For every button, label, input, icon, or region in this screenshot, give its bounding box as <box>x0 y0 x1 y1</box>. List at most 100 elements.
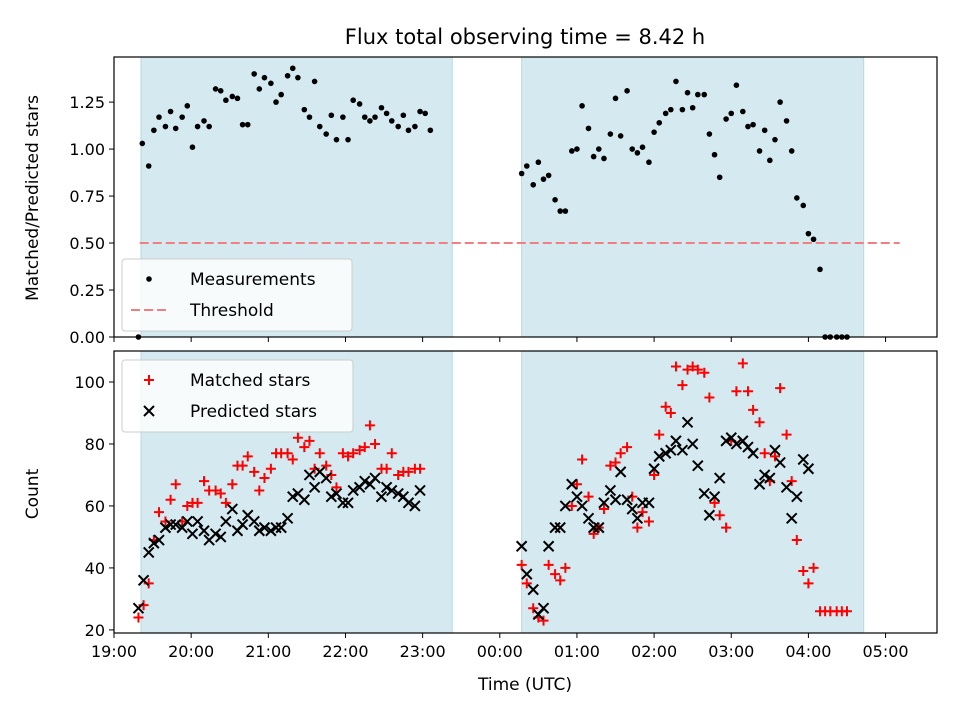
predicted-star-point <box>515 540 528 552</box>
predicted-star-point <box>559 500 572 512</box>
matched-star-point <box>227 479 238 490</box>
measurement-point <box>777 99 783 105</box>
matched-star-point <box>381 463 392 474</box>
measurement-point <box>417 108 423 115</box>
measurement-point <box>345 136 351 143</box>
predicted-star-point <box>785 512 798 525</box>
measurement-point <box>212 86 219 92</box>
measurement-point <box>788 148 795 154</box>
predicted-star-point <box>287 490 299 503</box>
measurement-point <box>716 174 723 181</box>
matched-star-point <box>555 575 566 586</box>
matched-star-point <box>259 473 270 484</box>
measurement-point <box>772 136 778 143</box>
matched-star-point <box>615 448 626 459</box>
matched-star-point <box>759 448 770 459</box>
observing-interval-shade <box>521 350 865 634</box>
measurement-point <box>306 114 313 120</box>
predicted-star-point <box>153 534 165 546</box>
matched-star-point <box>543 559 554 570</box>
measurement-point <box>634 150 641 156</box>
matched-star-point <box>714 510 725 521</box>
legend-label: Matched stars <box>190 371 310 391</box>
predicted-star-point <box>164 518 177 531</box>
predicted-star-point <box>137 574 150 587</box>
matched-star-point <box>769 451 780 462</box>
measurement-point <box>805 230 812 237</box>
measurement-point <box>767 157 773 164</box>
predicted-star-point <box>359 475 371 487</box>
matched-star-point <box>393 469 404 480</box>
y-tick-label: 100 <box>74 373 105 392</box>
measurement-point <box>579 103 585 109</box>
measurement-point <box>350 97 356 104</box>
matched-star-point <box>364 420 375 431</box>
matched-star-point <box>798 566 809 577</box>
predicted-star-point <box>549 521 561 534</box>
matched-star-point <box>182 500 193 511</box>
x-tick-label: 03:00 <box>708 642 754 661</box>
predicted-star-point <box>215 531 227 543</box>
matched-star-point <box>605 460 616 471</box>
predicted-star-point <box>670 435 682 447</box>
predicted-star-point <box>209 528 222 540</box>
matched-star-point <box>165 494 176 505</box>
matched-star-point <box>649 469 660 480</box>
x-tick-label: 02:00 <box>631 642 677 661</box>
matched-star-point <box>704 392 715 403</box>
matched-star-point <box>220 497 231 508</box>
predicted-star-point <box>409 500 421 512</box>
predicted-star-point <box>542 540 555 552</box>
predicted-star-point <box>298 494 311 506</box>
predicted-star-point <box>402 497 415 509</box>
matched-star-point <box>237 460 248 471</box>
matched-star-point <box>665 407 676 418</box>
y-tick-label: 1.25 <box>69 93 105 112</box>
predicted-star-point <box>170 518 182 531</box>
legend: Matched stars Predicted stars <box>121 359 354 433</box>
predicted-star-point <box>769 444 781 456</box>
matched-star-point <box>583 491 594 502</box>
measurement-point <box>745 123 751 130</box>
measurement-point <box>617 133 624 139</box>
measurement-point <box>372 114 378 120</box>
measurement-point <box>518 170 525 177</box>
y-tick-label: 40 <box>85 559 105 578</box>
x-tick-label: 04:00 <box>785 642 831 661</box>
matched-star-point <box>242 451 253 462</box>
measurement-point <box>206 123 212 130</box>
x-tick-label: 21:00 <box>245 642 291 661</box>
matched-star-point <box>808 562 819 573</box>
x-tick-label: 20:00 <box>168 642 214 661</box>
measurement-point <box>535 159 542 166</box>
bottom-y-axis-label: Count <box>23 468 43 519</box>
x-tick-label: 19:00 <box>91 642 137 661</box>
measurement-point <box>395 123 401 130</box>
predicted-star-point <box>576 500 588 512</box>
matched-star-point <box>560 562 571 573</box>
measurement-point <box>340 114 346 120</box>
matched-star-point <box>192 497 203 508</box>
measurement-point <box>656 119 663 126</box>
measurement-point <box>256 86 263 92</box>
matched-star-point <box>687 361 698 372</box>
matched-star-point <box>415 463 426 474</box>
predicted-star-point <box>720 435 732 447</box>
measurement-point <box>162 123 169 130</box>
measurement-point <box>311 78 318 85</box>
matched-star-point <box>299 442 310 453</box>
measurement-point <box>261 74 268 81</box>
measurement-point <box>723 116 729 122</box>
measurement-point <box>167 108 174 115</box>
measurement-point <box>701 91 708 98</box>
measurement-point <box>651 129 657 135</box>
predicted-star-point <box>265 525 277 537</box>
measurement-point <box>523 163 530 169</box>
predicted-star-point <box>708 490 721 503</box>
legend-box <box>121 359 354 433</box>
legend-marker-measurements <box>146 276 152 282</box>
predicted-star-point <box>414 484 426 497</box>
measurement-point <box>184 103 191 109</box>
measurement-point <box>552 197 558 203</box>
matched-star-point <box>660 401 671 412</box>
